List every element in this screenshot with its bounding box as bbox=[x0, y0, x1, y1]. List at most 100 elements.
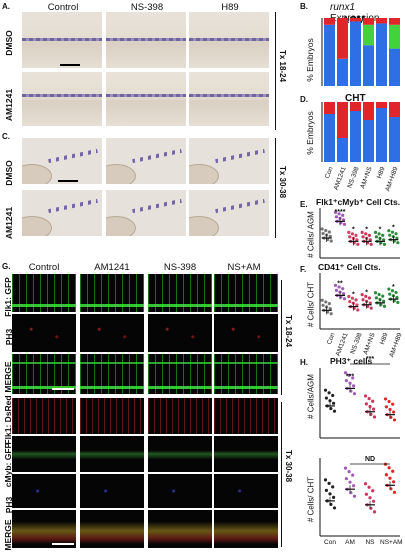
data-point bbox=[347, 294, 351, 299]
significance-label: **** bbox=[335, 209, 346, 216]
data-point bbox=[342, 297, 347, 301]
timepoint-a: Tx 18-24 bbox=[278, 50, 287, 83]
bar-segment bbox=[376, 18, 387, 24]
vessel bbox=[148, 386, 212, 389]
ish-image bbox=[106, 190, 186, 236]
panel-e-ylabel: # Cells/ AGM bbox=[306, 211, 316, 258]
tx-bracket-a bbox=[275, 12, 276, 130]
data-point bbox=[369, 306, 373, 310]
data-point bbox=[350, 232, 355, 236]
data-point bbox=[350, 296, 355, 300]
data-point bbox=[356, 308, 360, 312]
data-point bbox=[328, 399, 332, 403]
panel-b-ylabel: % Embryos bbox=[305, 38, 315, 82]
data-point bbox=[388, 476, 392, 480]
panel-e-title: Flk1⁺cMyb⁺ Cell Cts. bbox=[316, 197, 401, 207]
data-point bbox=[367, 397, 371, 401]
panel-h-ylabel-top: # Cells/AGM bbox=[306, 374, 316, 419]
bar-segment bbox=[324, 18, 335, 25]
data-point bbox=[334, 215, 338, 219]
data-point bbox=[388, 407, 392, 412]
data-point bbox=[341, 287, 345, 291]
data-point bbox=[327, 481, 331, 485]
panel-d-label: D. bbox=[300, 95, 308, 104]
panel-f-label: F. bbox=[300, 265, 307, 274]
vessel bbox=[12, 386, 76, 389]
bar-segment bbox=[363, 18, 374, 25]
data-point bbox=[331, 485, 335, 489]
row-label-am1241-c: AM1241 bbox=[4, 206, 14, 240]
ish-signal bbox=[48, 148, 98, 164]
chart-h-top: *** *** bbox=[319, 356, 400, 439]
fluorescence-image bbox=[214, 510, 278, 548]
ish-signal bbox=[48, 198, 98, 214]
bar-segment bbox=[363, 45, 374, 86]
significance-label: * bbox=[392, 284, 395, 291]
data-point bbox=[382, 242, 387, 246]
data-point bbox=[332, 495, 336, 499]
fluorescence-image bbox=[12, 436, 76, 472]
scale-bar bbox=[58, 180, 78, 182]
data-point bbox=[321, 231, 325, 236]
vessel bbox=[12, 304, 76, 307]
data-point bbox=[329, 312, 333, 316]
data-point bbox=[348, 480, 352, 484]
data-point bbox=[343, 371, 348, 375]
bar-segment bbox=[389, 102, 400, 117]
data-point bbox=[333, 283, 338, 287]
data-point bbox=[328, 492, 332, 496]
data-point bbox=[324, 396, 328, 400]
vessel bbox=[148, 304, 212, 307]
fluorescence-image bbox=[80, 510, 144, 548]
data-point bbox=[381, 294, 385, 298]
data-point bbox=[368, 404, 372, 409]
data-point bbox=[323, 388, 328, 392]
row-label-am1241-a: AM1241 bbox=[4, 88, 14, 122]
data-point bbox=[383, 397, 388, 401]
data-point bbox=[377, 292, 381, 297]
data-point bbox=[387, 229, 391, 233]
significance-label: ND bbox=[365, 456, 375, 463]
ish-signal bbox=[22, 38, 102, 41]
data-point bbox=[368, 301, 372, 305]
data-point bbox=[320, 298, 324, 302]
bar-segment bbox=[350, 111, 361, 162]
chart-h-bottom: ND bbox=[319, 456, 400, 537]
bar-segment bbox=[376, 108, 387, 162]
panel-e-label: E. bbox=[300, 200, 308, 209]
tx-bracket-g-top bbox=[281, 280, 282, 395]
data-point bbox=[388, 292, 392, 296]
data-point bbox=[337, 212, 341, 216]
tick-label: NS+AM bbox=[380, 539, 403, 546]
data-point bbox=[361, 235, 365, 239]
bar-segment bbox=[337, 18, 348, 59]
chart-d bbox=[321, 102, 400, 162]
data-point bbox=[332, 401, 336, 405]
fluorescence-image bbox=[80, 314, 144, 352]
yolk bbox=[189, 216, 219, 236]
significance-label: * bbox=[365, 290, 368, 297]
data-point bbox=[382, 299, 386, 303]
significance-label: * bbox=[379, 226, 382, 233]
data-point bbox=[332, 409, 337, 413]
data-point bbox=[355, 238, 359, 242]
g-col-control: Control bbox=[28, 262, 60, 273]
data-point bbox=[367, 485, 371, 489]
data-point bbox=[344, 378, 348, 383]
panel-d-ylabel: % Embryos bbox=[305, 111, 315, 155]
fluorescence-image bbox=[12, 314, 76, 352]
data-point bbox=[372, 407, 376, 411]
vessel bbox=[80, 386, 144, 389]
data-point bbox=[360, 230, 364, 234]
ish-image bbox=[22, 138, 102, 184]
ish-image bbox=[22, 190, 102, 236]
data-point bbox=[387, 466, 391, 470]
significance-label: * bbox=[392, 225, 395, 232]
data-point bbox=[372, 415, 377, 419]
data-point bbox=[396, 241, 400, 245]
data-point bbox=[343, 466, 348, 470]
bar-segment bbox=[376, 102, 387, 108]
data-point bbox=[333, 210, 338, 214]
data-point bbox=[342, 292, 346, 296]
data-point bbox=[392, 418, 397, 422]
